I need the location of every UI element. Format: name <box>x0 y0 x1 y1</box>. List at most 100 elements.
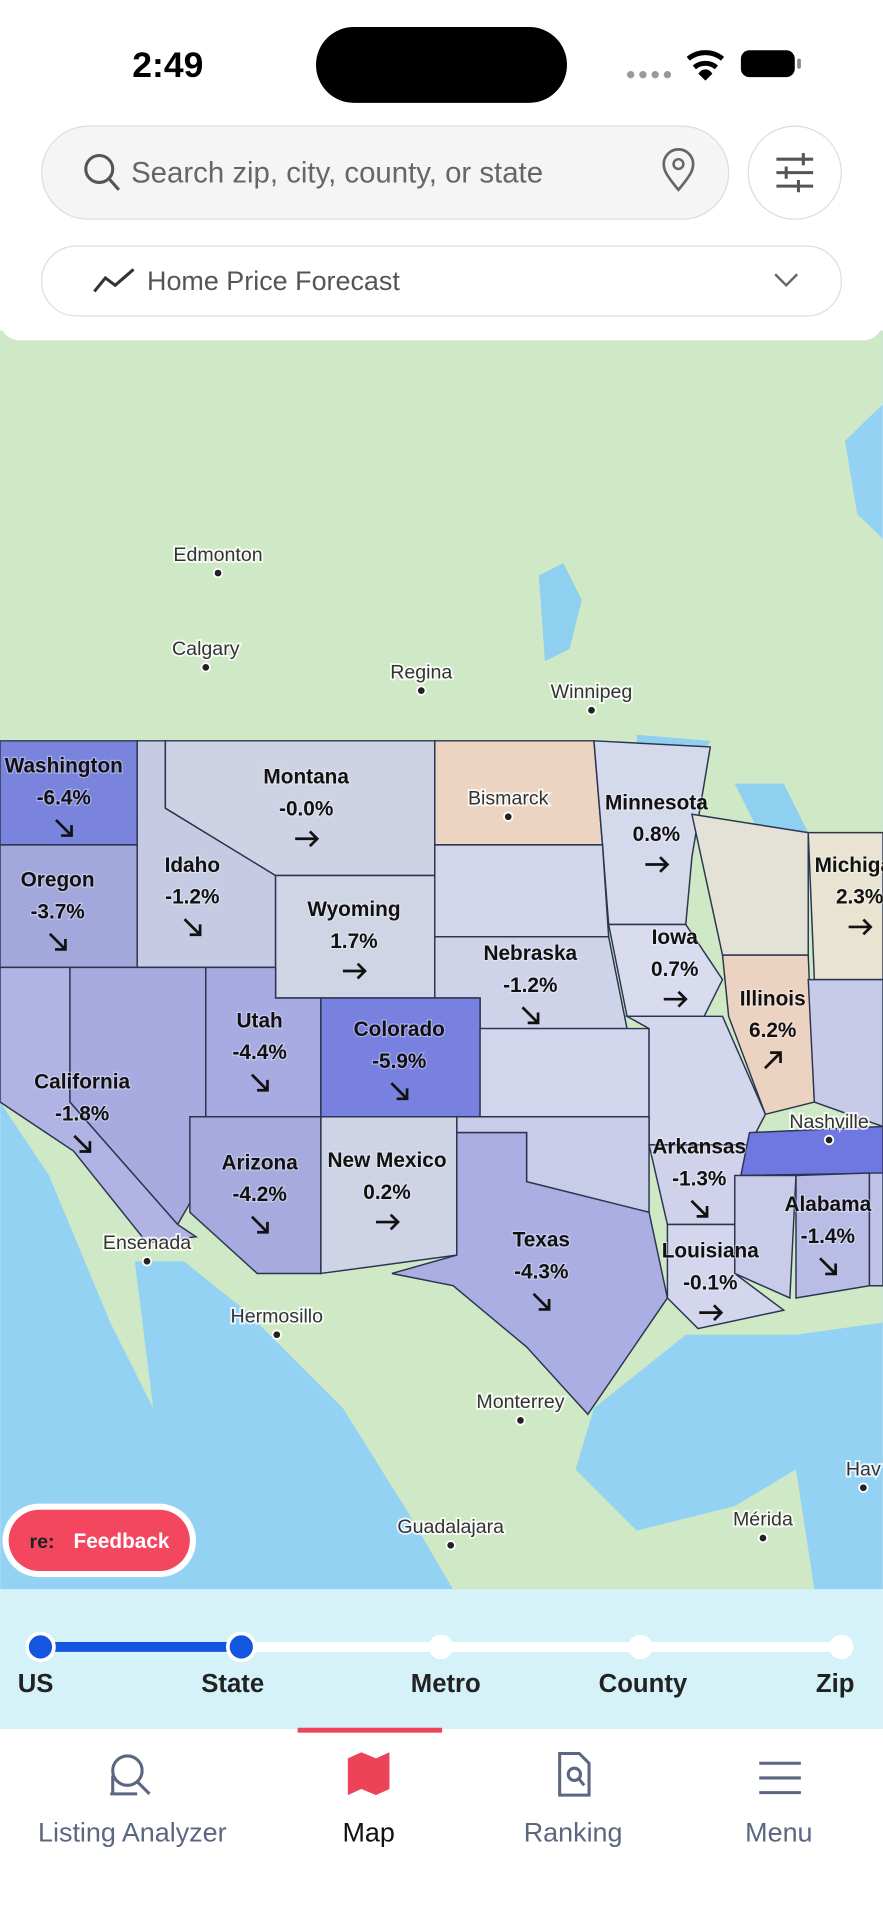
state-name: Montana <box>263 766 349 789</box>
state-shape[interactable] <box>721 954 816 1116</box>
metric-dropdown[interactable] <box>41 245 842 317</box>
state-change: -1.2% <box>503 974 557 997</box>
search-box[interactable] <box>41 125 730 220</box>
state-name: Louisiana <box>662 1240 760 1263</box>
level-label[interactable]: State <box>201 1670 264 1698</box>
clock: 2:49 <box>132 45 203 85</box>
battery-tip <box>797 58 801 69</box>
trend-arrow <box>48 932 67 951</box>
state-shape[interactable] <box>807 978 883 1128</box>
state-shape[interactable] <box>391 1131 669 1416</box>
location-dot <box>672 157 685 171</box>
state-shape[interactable] <box>479 1027 650 1118</box>
state-name: Utah <box>237 1009 283 1032</box>
state-shape[interactable] <box>807 831 883 981</box>
search-icon-handle <box>107 177 120 191</box>
place-label: Nashville <box>789 1111 869 1133</box>
tab-label[interactable]: Ranking <box>524 1818 623 1848</box>
level-label[interactable]: County <box>599 1670 688 1698</box>
state-name: Minnesota <box>605 791 708 814</box>
trend-arrow <box>375 1213 400 1231</box>
tab-label[interactable]: Listing Analyzer <box>38 1818 227 1848</box>
level-stop[interactable] <box>829 1634 854 1660</box>
level-label[interactable]: Metro <box>411 1670 481 1698</box>
state-name: Idaho <box>165 854 220 877</box>
trend-arrow <box>819 1257 837 1276</box>
metric-label: Home Price Forecast <box>147 266 400 296</box>
state-name: Texas <box>513 1229 570 1252</box>
trend-arrow <box>183 918 202 937</box>
feedback-badge: re: <box>29 1531 54 1553</box>
place-dot <box>858 1482 869 1493</box>
level-label[interactable]: US <box>18 1670 54 1698</box>
level-stop[interactable] <box>628 1634 653 1660</box>
place-label: Calgary <box>172 638 240 660</box>
state-shape[interactable] <box>434 844 610 938</box>
state-name: California <box>34 1071 130 1094</box>
dynamic-island <box>315 26 568 103</box>
trend-arrow <box>250 1215 269 1234</box>
tab-label[interactable]: Menu <box>745 1818 812 1848</box>
place-dot <box>212 567 224 579</box>
dropdown-chevron <box>774 273 799 288</box>
state-name: Washington <box>5 755 123 778</box>
active-tab-indicator <box>297 1727 443 1733</box>
trend-arrow <box>690 1199 709 1218</box>
state-name: New Mexico <box>327 1149 446 1172</box>
level-stop[interactable] <box>428 1634 454 1660</box>
trend-arrow <box>390 1082 409 1101</box>
level-panel <box>0 1589 883 1729</box>
state-name: Oregon <box>21 869 95 892</box>
trend-arrow <box>342 962 367 980</box>
place-label: Guadalajara <box>397 1516 504 1538</box>
state-name: Wyoming <box>307 898 400 921</box>
feedback-label: Feedback <box>74 1530 170 1553</box>
state-shape[interactable] <box>868 1172 883 1287</box>
state-change: 0.2% <box>363 1181 410 1204</box>
trend-arrow <box>73 1134 92 1153</box>
state-change: -3.7% <box>30 900 84 923</box>
location-icon[interactable] <box>662 148 695 192</box>
state-shape[interactable] <box>739 1125 883 1177</box>
place-label: Winnipeg <box>551 681 633 703</box>
filter-icon <box>776 153 814 193</box>
state-shape[interactable] <box>189 1116 322 1275</box>
level-stop[interactable] <box>25 1631 56 1663</box>
state-change: -6.4% <box>37 786 91 809</box>
place-dot <box>271 1329 283 1340</box>
place-dot <box>503 811 514 822</box>
state-change: 6.2% <box>749 1019 796 1042</box>
search-icon <box>84 153 115 184</box>
state-name: Illinois <box>740 987 806 1010</box>
tab-label[interactable]: Map <box>342 1818 394 1848</box>
state-shape[interactable] <box>734 1174 797 1300</box>
map[interactable]: Edmonton Calgary Regina Winnipeg Bismarck Nas… <box>0 330 883 1590</box>
level-label[interactable]: Zip <box>816 1670 855 1698</box>
state-name: Michigan <box>815 854 883 877</box>
lakes <box>538 563 809 858</box>
state-name: Colorado <box>354 1018 445 1041</box>
state-change: -1.4% <box>801 1225 855 1248</box>
feedback-button[interactable] <box>8 1509 190 1572</box>
state-name: Arizona <box>222 1151 299 1174</box>
state-shape[interactable] <box>607 923 724 1018</box>
place-label: Edmonton <box>173 544 262 566</box>
trend-arrow <box>699 1304 724 1321</box>
place-dot <box>515 1415 526 1426</box>
level-stop[interactable] <box>225 1631 257 1663</box>
signal <box>627 71 672 79</box>
place-label: Ensenada <box>103 1232 191 1254</box>
state-name: Iowa <box>652 926 699 949</box>
trend-arrow <box>763 1051 782 1070</box>
place-dot <box>757 1532 769 1544</box>
search-placeholder: Search zip, city, county, or state <box>131 156 543 189</box>
trend-arrow <box>663 990 688 1008</box>
state-shape[interactable] <box>0 966 199 1244</box>
state-change: 2.3% <box>836 886 883 909</box>
place-dot <box>823 1134 835 1146</box>
state-change: -0.1% <box>683 1271 737 1294</box>
state-change: 0.8% <box>633 823 680 846</box>
trend-arrow <box>848 918 873 936</box>
